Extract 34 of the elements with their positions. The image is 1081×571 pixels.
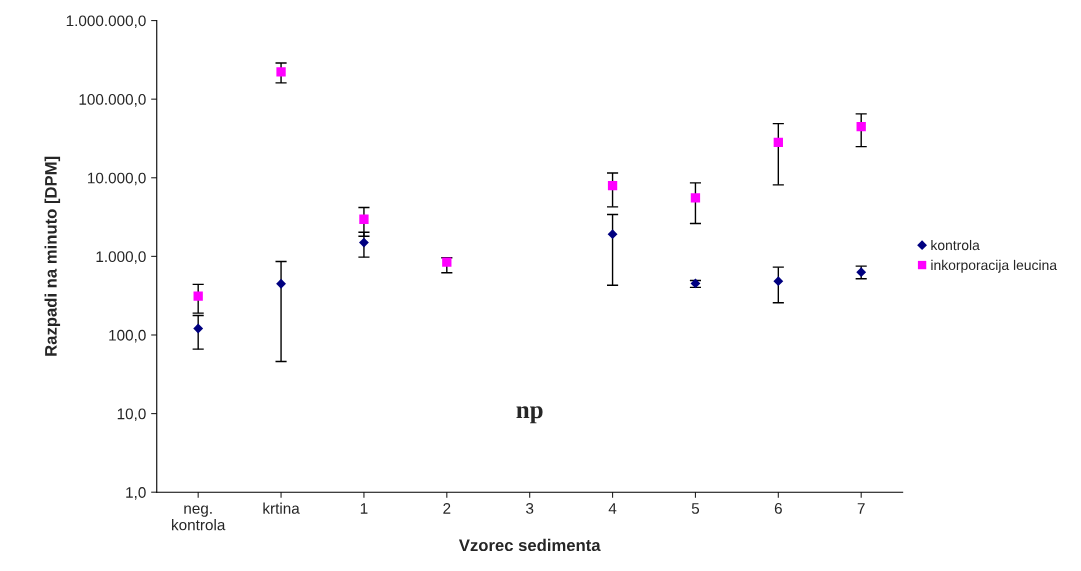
y-tick-label: 1,0 [126, 487, 146, 500]
y-tick-label: 100,0 [109, 329, 146, 343]
x-tick-label: 3 [526, 503, 534, 514]
x-tick-label: 2 [443, 503, 451, 514]
point [193, 291, 203, 301]
point [359, 214, 369, 224]
x-axis-title: Vzorec sedimenta [458, 538, 601, 552]
x-tick-label: krtina [263, 502, 300, 514]
y-tick-label: 1.000.000,0 [66, 15, 146, 29]
legend-label: kontrola [931, 239, 980, 251]
x-tick-label: neg. kontrola [172, 505, 226, 531]
point [856, 121, 866, 132]
point [607, 180, 618, 191]
y-axis-title: Razpadi na minuto [DPM] [44, 156, 61, 356]
point [690, 193, 701, 203]
point [442, 257, 452, 267]
x-tick-label: 7 [857, 503, 865, 514]
legend-label: inkorporacija leucina [931, 259, 1058, 273]
x-tick-label: 1 [360, 503, 368, 514]
point [607, 229, 618, 240]
y-tick-label: 10.000,0 [88, 172, 146, 186]
x-tick-label: 4 [608, 503, 617, 514]
x-tick-label: 5 [691, 503, 700, 514]
annotation: np [516, 406, 543, 424]
point [773, 276, 784, 287]
y-tick-label: 10,0 [117, 408, 146, 422]
x-tick-label: 6 [774, 503, 782, 514]
point [359, 237, 369, 248]
y-tick-label: 100.000,0 [79, 94, 146, 107]
y-tick-label: 1.000,0 [96, 251, 146, 264]
point [276, 67, 286, 77]
point [193, 323, 204, 334]
point [276, 278, 286, 289]
point [773, 137, 783, 148]
